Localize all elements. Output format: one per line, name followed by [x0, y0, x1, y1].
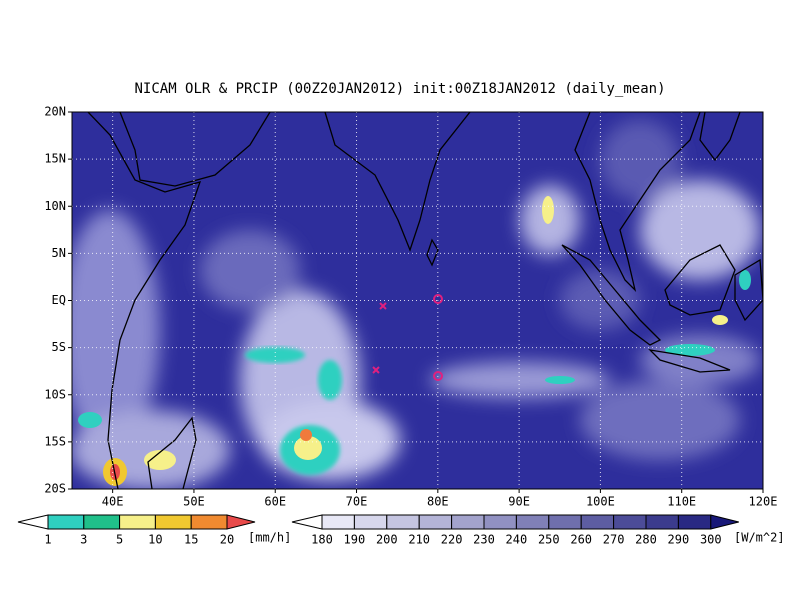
colorbar-label: 180	[311, 533, 333, 547]
colorbar-label: 230	[473, 533, 495, 547]
lat-label: 5N	[52, 246, 66, 260]
colorbar-box	[353, 514, 388, 530]
colorbar-label: 220	[441, 533, 463, 547]
colorbar-label: 200	[376, 533, 398, 547]
colorbar-label: 210	[408, 533, 430, 547]
colorbar-label: 250	[538, 533, 560, 547]
lon-label: 120E	[749, 495, 778, 509]
colorbar-label: 280	[635, 533, 657, 547]
colorbar-unit: [W/m^2]	[734, 531, 785, 545]
colorbar-box	[613, 514, 647, 530]
lon-label: 70E	[346, 495, 368, 509]
marker-x	[379, 302, 387, 310]
coastlines	[87, 112, 763, 489]
colorbar-box	[580, 514, 615, 530]
colorbar-box	[119, 514, 156, 530]
colorbar-box	[677, 514, 712, 530]
lon-label: 100E	[586, 495, 615, 509]
colorbar-box	[47, 514, 85, 530]
lat-label: 10N	[44, 199, 66, 213]
colorbar-unit: [mm/h]	[248, 531, 291, 545]
colorbar-label: 290	[668, 533, 690, 547]
colorbar-label: 240	[506, 533, 528, 547]
cloud-field	[72, 120, 760, 489]
lat-label: 20S	[44, 482, 66, 496]
colorbar-box	[418, 514, 453, 530]
lon-label: 110E	[667, 495, 696, 509]
colorbar-label: 3	[80, 533, 87, 547]
lon-label: 50E	[183, 495, 205, 509]
colorbar-label: 5	[116, 533, 123, 547]
colorbar-arrow	[226, 514, 256, 530]
colorbar-label: 1	[44, 533, 51, 547]
colorbar-box	[154, 514, 192, 530]
precip-field	[78, 196, 751, 486]
colorbar-label: 260	[570, 533, 592, 547]
colorbar-box	[321, 514, 355, 530]
lon-label: 80E	[427, 495, 449, 509]
lat-label: 10S	[44, 387, 66, 401]
lat-label: 5S	[52, 340, 66, 354]
colorbar-label: 15	[184, 533, 198, 547]
colorbar-label: 190	[344, 533, 366, 547]
lon-label: 40E	[102, 495, 124, 509]
colorbar-arrow	[291, 514, 323, 530]
lat-label: 15N	[44, 152, 66, 166]
lon-label: 60E	[264, 495, 286, 509]
colorbar-box	[83, 514, 121, 530]
colorbar-box	[451, 514, 485, 530]
storm-markers	[372, 294, 443, 381]
lat-label: EQ	[52, 293, 66, 307]
colorbar-label: 10	[148, 533, 162, 547]
colorbar-box	[645, 514, 679, 530]
colorbar-box	[515, 514, 550, 530]
colorbar-label: 20	[220, 533, 234, 547]
marker-x	[372, 366, 380, 374]
colorbar-arrow	[17, 514, 49, 530]
colorbar-box	[548, 514, 582, 530]
lat-label: 20N	[44, 105, 66, 119]
map-field	[72, 112, 763, 489]
grid	[72, 112, 763, 489]
lat-label: 15S	[44, 434, 66, 448]
lon-label: 90E	[508, 495, 530, 509]
marker-circle	[433, 371, 443, 381]
colorbar-arrow	[710, 514, 739, 530]
colorbar-box	[190, 514, 228, 530]
colorbar-label: 300	[700, 533, 722, 547]
colorbar-box	[386, 514, 420, 530]
title: NICAM OLR & PRCIP (00Z20JAN2012) init:00…	[134, 81, 665, 97]
colorbar-box	[483, 514, 517, 530]
marker-circle	[433, 294, 443, 304]
colorbar-label: 270	[603, 533, 625, 547]
